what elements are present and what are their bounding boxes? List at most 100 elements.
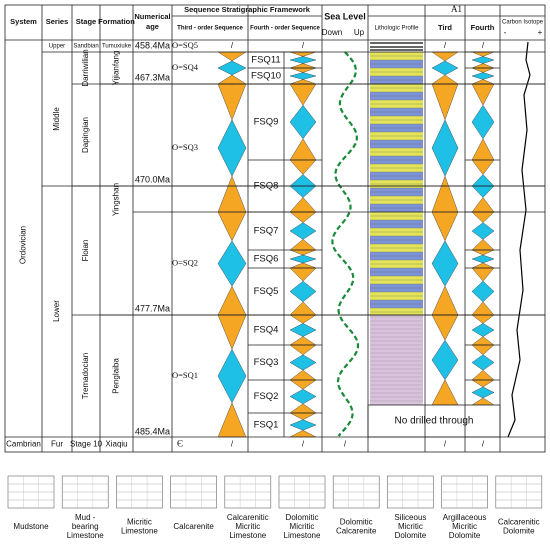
- legend-label: Micritic: [398, 522, 423, 531]
- transgressive-wedge: [471, 222, 495, 240]
- slash: /: [482, 440, 485, 449]
- carbon-isotope-curve: [507, 41, 531, 438]
- header: System: [10, 17, 37, 26]
- bottom-row: Cambrian: [6, 440, 41, 449]
- no-drill-box: [367, 404, 501, 438]
- fourth-order-sequence: FSQ7: [254, 226, 279, 237]
- legend-label: bearing: [72, 522, 99, 531]
- legend-label: Dolomite: [503, 527, 535, 536]
- lithology-top: [370, 49, 423, 51]
- header: Third - order Sequence: [177, 26, 243, 32]
- transgressive-wedge: [289, 104, 317, 140]
- regressive-wedge: [217, 211, 247, 242]
- lithology-band: [370, 315, 423, 405]
- fourth-order-sequence: FSQ9: [254, 117, 279, 128]
- regressive-wedge: [289, 412, 317, 420]
- header: Sea Level: [324, 11, 366, 21]
- regressive-wedge: [289, 159, 317, 175]
- fourth-order-sequence: FSQ11: [251, 55, 280, 66]
- header: Down: [322, 28, 342, 37]
- vertical-label: Tremadocian: [81, 353, 90, 399]
- transgressive-wedge: [471, 104, 495, 140]
- legend-label: Calcarenitic: [498, 518, 540, 527]
- slash: /: [302, 440, 305, 449]
- legend-label: Micritic: [127, 518, 152, 527]
- sea-level-curve: [331, 51, 360, 437]
- third-order-sequence: O=SQ4: [172, 62, 199, 72]
- transgressive-wedge: [431, 60, 459, 76]
- header: Sequence Stratigraphic Framework: [184, 5, 311, 14]
- legend-label: Argillaceous: [443, 513, 487, 522]
- header: Lithologic Profile: [374, 26, 419, 32]
- vertical-label: Yingshan: [112, 183, 121, 216]
- fourth-order-sequence: FSQ1: [254, 420, 279, 431]
- header: +: [538, 28, 543, 37]
- legend-label: Dolomite: [449, 531, 481, 540]
- transgressive-wedge: [431, 240, 459, 287]
- regressive-wedge: [471, 138, 495, 161]
- formation: Tumuxiuke: [102, 44, 132, 50]
- regressive-wedge: [471, 239, 495, 251]
- frame: [4, 4, 546, 453]
- regressive-wedge: [289, 369, 317, 381]
- regressive-wedge: [289, 314, 317, 324]
- regressive-wedge: [289, 79, 317, 85]
- transgressive-wedge: [289, 72, 317, 80]
- slash: /: [302, 41, 305, 50]
- slash: /: [344, 440, 347, 449]
- header: age: [146, 22, 159, 31]
- regressive-wedge: [217, 285, 247, 316]
- third-order-sequence: O=SQ2: [172, 257, 198, 267]
- transgressive-wedge: [289, 389, 317, 404]
- slash: /: [231, 41, 234, 50]
- legend-label: Calcarenite: [173, 522, 214, 531]
- regressive-wedge: [471, 83, 495, 106]
- regressive-wedge: [471, 344, 495, 356]
- regressive-wedge: [217, 402, 247, 438]
- regressive-wedge: [471, 159, 495, 175]
- age: 485.4Ma: [135, 426, 170, 436]
- legend-label: Calcarenitic: [227, 513, 269, 522]
- regressive-wedge: [471, 397, 495, 406]
- regressive-wedge: [471, 67, 495, 73]
- vertical-label: Ordovician: [19, 226, 28, 264]
- bottom-row: Stage 10: [70, 440, 103, 449]
- regressive-wedge: [289, 344, 317, 356]
- regressive-wedge: [289, 211, 317, 223]
- fourth-order-sequence: FSQ4: [254, 325, 279, 336]
- regressive-wedge: [289, 83, 317, 106]
- regressive-wedge: [289, 336, 317, 346]
- legend-label: Mudstone: [13, 522, 49, 531]
- regressive-wedge: [289, 262, 317, 269]
- slash: /: [444, 440, 447, 449]
- regressive-wedge: [431, 379, 459, 406]
- regressive-wedge: [431, 51, 459, 62]
- age: 467.3Ma: [135, 72, 170, 82]
- regressive-wedge: [471, 211, 495, 223]
- transgressive-wedge: [289, 280, 317, 303]
- regressive-wedge: [289, 267, 317, 282]
- legend-label: Micritic: [452, 522, 477, 531]
- fourth-order-sequence: FSQ3: [254, 357, 279, 368]
- regressive-wedge: [289, 63, 317, 69]
- lithology-top: [370, 42, 423, 44]
- regressive-wedge: [289, 51, 317, 57]
- bottom-row: Fur: [51, 440, 63, 449]
- regressive-wedge: [471, 249, 495, 256]
- transgressive-wedge: [471, 72, 495, 80]
- age: 477.7Ma: [135, 303, 170, 313]
- legend-label: Limestone: [121, 527, 158, 536]
- third-order-sequence: O=SQ3: [172, 142, 198, 152]
- transgressive-wedge: [289, 222, 317, 240]
- header: Tird: [438, 23, 452, 32]
- transgressive-wedge: [289, 323, 317, 337]
- transgressive-wedge: [431, 119, 459, 177]
- transgressive-wedge: [217, 60, 247, 76]
- legend-label: Limestone: [284, 531, 321, 540]
- third-order-sequence: O=SQ5: [172, 40, 198, 50]
- lithology-top: [370, 46, 423, 48]
- header: Formation: [98, 17, 135, 26]
- regressive-wedge: [289, 301, 317, 316]
- regressive-wedge: [431, 74, 459, 85]
- regressive-wedge: [471, 267, 495, 282]
